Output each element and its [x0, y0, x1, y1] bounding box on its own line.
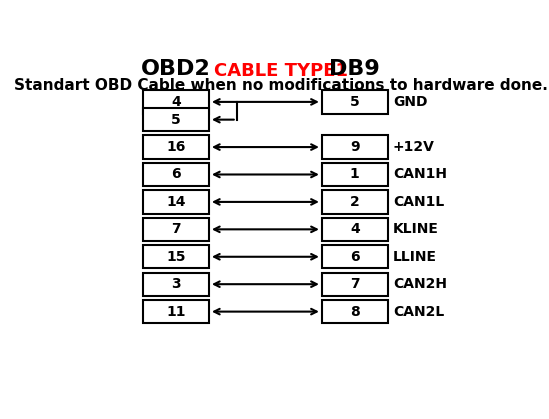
Text: DB9: DB9 — [329, 59, 380, 79]
FancyBboxPatch shape — [143, 108, 209, 131]
FancyBboxPatch shape — [322, 245, 388, 269]
FancyBboxPatch shape — [322, 135, 388, 159]
FancyBboxPatch shape — [143, 163, 209, 186]
FancyBboxPatch shape — [322, 90, 388, 114]
Text: CAN1L: CAN1L — [393, 195, 444, 209]
Text: +12V: +12V — [393, 140, 435, 154]
Text: 6: 6 — [350, 250, 360, 264]
FancyBboxPatch shape — [322, 273, 388, 296]
Text: 4: 4 — [350, 222, 360, 236]
FancyBboxPatch shape — [322, 218, 388, 241]
Text: LLINE: LLINE — [393, 250, 437, 264]
Text: 15: 15 — [166, 250, 186, 264]
Text: 4: 4 — [171, 95, 181, 109]
Text: 2: 2 — [350, 195, 360, 209]
Text: CABLE TYPE1: CABLE TYPE1 — [214, 62, 349, 80]
FancyBboxPatch shape — [143, 190, 209, 214]
Text: OBD2: OBD2 — [141, 59, 211, 79]
Text: 3: 3 — [171, 277, 181, 291]
FancyBboxPatch shape — [143, 273, 209, 296]
Text: 11: 11 — [166, 305, 186, 318]
Text: KLINE: KLINE — [393, 222, 439, 236]
Text: Standart OBD Cable when no modifications to hardware done.: Standart OBD Cable when no modifications… — [14, 78, 548, 93]
FancyBboxPatch shape — [322, 300, 388, 323]
Text: 7: 7 — [171, 222, 181, 236]
Text: 5: 5 — [350, 95, 360, 109]
FancyBboxPatch shape — [143, 245, 209, 269]
Text: 7: 7 — [350, 277, 360, 291]
Text: CAN2H: CAN2H — [393, 277, 447, 291]
Text: CAN2L: CAN2L — [393, 305, 444, 318]
Text: 1: 1 — [350, 168, 360, 181]
Text: 6: 6 — [171, 168, 181, 181]
Text: 5: 5 — [171, 113, 181, 127]
FancyBboxPatch shape — [143, 218, 209, 241]
Text: 8: 8 — [350, 305, 360, 318]
Text: GND: GND — [393, 95, 427, 109]
Text: 9: 9 — [350, 140, 360, 154]
FancyBboxPatch shape — [143, 90, 209, 114]
Text: CAN1H: CAN1H — [393, 168, 447, 181]
FancyBboxPatch shape — [143, 135, 209, 159]
FancyBboxPatch shape — [322, 190, 388, 214]
FancyBboxPatch shape — [143, 300, 209, 323]
Text: 16: 16 — [166, 140, 186, 154]
FancyBboxPatch shape — [322, 163, 388, 186]
Text: 14: 14 — [166, 195, 186, 209]
